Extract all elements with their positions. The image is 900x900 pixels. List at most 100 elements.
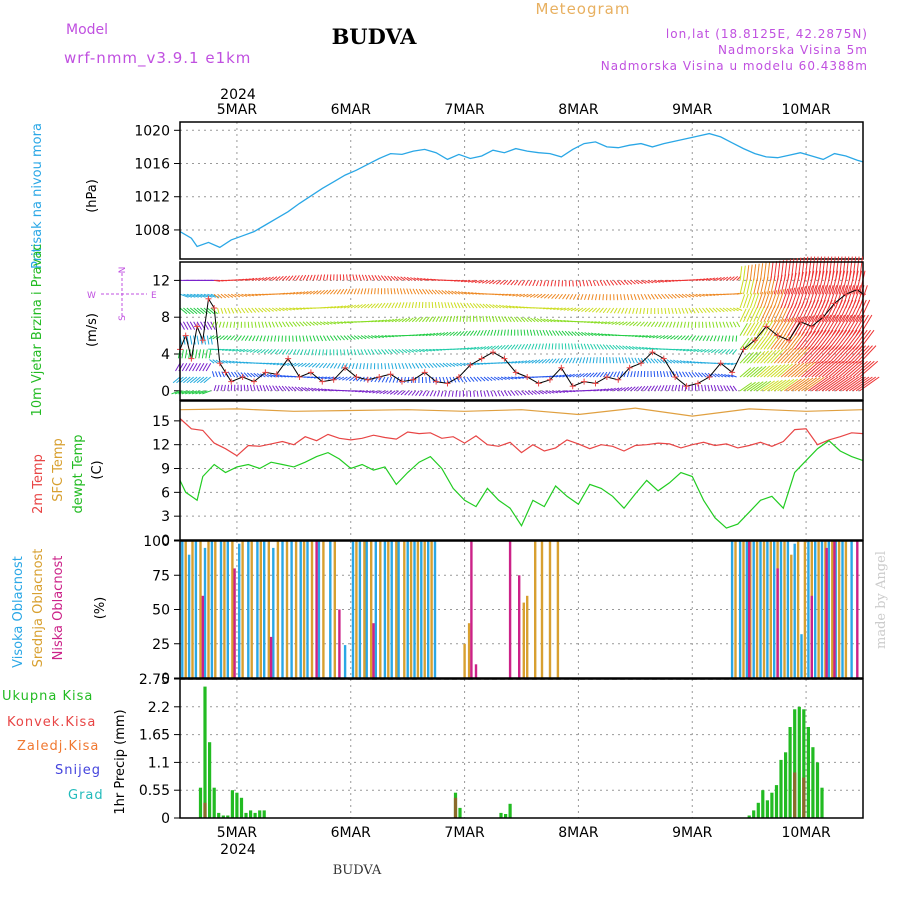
wind-barb	[230, 335, 236, 341]
cloud-bar	[191, 541, 194, 678]
wind-barb	[681, 307, 685, 314]
wind-barb	[561, 330, 567, 336]
wind-barb	[326, 335, 331, 341]
wind-barb	[630, 386, 636, 392]
wind-barb	[256, 384, 260, 391]
wind-barb	[411, 390, 417, 396]
wind-barb	[729, 276, 735, 281]
wind-barb	[804, 256, 809, 281]
wind-barb	[638, 335, 645, 338]
wind-barb	[723, 385, 727, 392]
wind-barb	[404, 390, 410, 396]
wind-barb	[787, 362, 805, 378]
wind-barb	[550, 280, 553, 287]
wind-barb	[202, 362, 208, 372]
wind-barb	[577, 331, 584, 337]
wind-barb	[429, 332, 436, 337]
wind-barb	[309, 321, 315, 326]
wind-barb	[505, 293, 512, 296]
cloud-bar	[470, 541, 473, 678]
wind-barb	[767, 349, 781, 364]
wind-barb	[239, 348, 246, 353]
wind-barb	[842, 345, 860, 364]
wind-barb	[447, 302, 451, 309]
wind-barb	[603, 280, 607, 286]
wind-barb	[818, 256, 822, 281]
wind-barb	[271, 307, 278, 312]
wind-barb	[309, 335, 313, 342]
wind-barb	[704, 384, 707, 391]
wind-barb	[266, 373, 273, 378]
wind-barb	[365, 390, 372, 393]
wind-barb	[597, 321, 604, 324]
wind-barb	[852, 256, 857, 281]
wind-barb	[276, 362, 283, 366]
wind-barb	[698, 307, 704, 314]
wind-barb	[256, 348, 263, 354]
cloud-bar	[814, 541, 817, 678]
cloud-unit: (%)	[93, 597, 108, 620]
wind-barb	[476, 346, 483, 350]
wind-barb	[818, 285, 827, 309]
wind-barb	[497, 345, 503, 350]
wind-barb	[442, 331, 449, 337]
wind-barb	[859, 299, 871, 323]
wind-barb	[770, 349, 784, 364]
wind-barb	[200, 293, 210, 298]
cloud-bar	[226, 541, 229, 678]
cloud-bar	[856, 541, 859, 678]
wind-barb	[396, 376, 400, 383]
wind-barb	[235, 348, 242, 352]
wind-barb	[390, 275, 396, 281]
cloud-bar	[281, 541, 284, 678]
wind-barb	[488, 315, 492, 322]
wind-barb	[278, 275, 284, 281]
y-tick-label: 1.65	[139, 728, 170, 744]
wind-barb	[633, 371, 636, 378]
wind-barb	[545, 390, 552, 394]
wind-barb	[753, 278, 758, 295]
wind-barb	[609, 357, 611, 364]
wind-barb	[582, 372, 589, 378]
cloud-bar	[403, 541, 406, 678]
wind-barb	[591, 307, 597, 313]
wind-barb	[596, 280, 600, 287]
wind-barb	[183, 307, 191, 315]
wind-barb	[708, 307, 714, 313]
cloud-ylabel-high: Visoka Oblacnost	[11, 556, 26, 668]
wind-barb	[469, 376, 475, 382]
wind-barb	[727, 374, 734, 378]
wind-barb	[707, 384, 710, 391]
wind-barb	[466, 330, 471, 336]
wind-barb	[258, 307, 264, 313]
y-tick-label: 6	[161, 485, 170, 501]
wind-barb	[569, 390, 576, 393]
wind-barb	[429, 390, 434, 397]
precip-bar	[806, 727, 810, 818]
wind-barb	[246, 384, 249, 391]
cloud-bar	[238, 543, 241, 678]
wind-barb	[196, 307, 205, 315]
wind-barb	[503, 280, 509, 285]
wind-ylabel: 10m Vjetar Brzina i Pravac	[30, 244, 45, 417]
wind-barb	[732, 321, 737, 328]
cloud-bar	[184, 541, 187, 678]
wind-barb	[357, 335, 363, 340]
wind-barb	[234, 371, 239, 378]
wind-barb	[336, 335, 342, 341]
y-tick-label: 50	[152, 603, 170, 619]
wind-barb	[415, 317, 421, 323]
wind-barb	[797, 286, 806, 309]
wind-barb	[630, 294, 633, 301]
wind-barb	[217, 307, 220, 314]
cloud-bar	[800, 634, 803, 678]
wind-barb	[247, 307, 253, 314]
wind-barb	[645, 347, 652, 350]
wind-barb	[859, 329, 875, 350]
wind-barb	[514, 316, 519, 323]
wind-barb	[265, 307, 271, 313]
y-tick-label: 2.75	[139, 672, 170, 688]
wind-barb	[639, 307, 642, 314]
wind-barb	[229, 321, 232, 328]
wind-barb	[702, 293, 709, 297]
